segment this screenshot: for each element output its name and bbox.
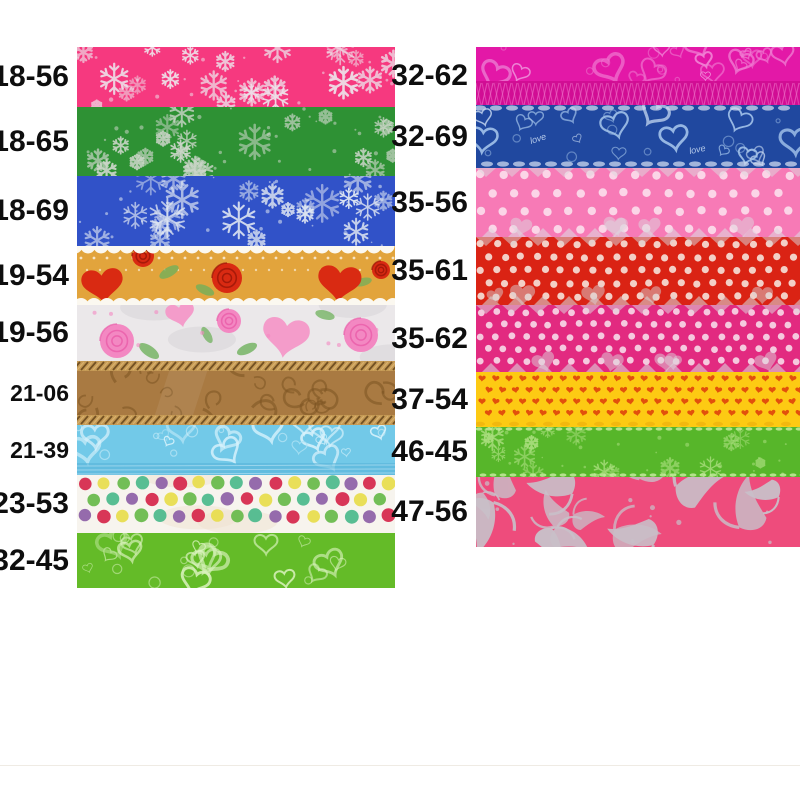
- svg-text:love: love: [529, 131, 548, 146]
- swatch-strip: [476, 47, 800, 105]
- page-divider-line: [0, 765, 800, 766]
- swatch-strip: [77, 305, 395, 361]
- swatch-strip: love love: [476, 105, 800, 168]
- swatch-row: 18-69: [0, 176, 395, 246]
- swatch-code-label: 32-69: [391, 119, 468, 153]
- swatch-strip: [476, 372, 800, 427]
- swatch-code-label: 19-56: [0, 316, 69, 349]
- swatch-pattern-svg: [77, 176, 395, 246]
- swatch-pattern-svg: [77, 533, 395, 588]
- swatch-pattern-svg: love love: [476, 105, 800, 168]
- swatch-strip: [77, 107, 395, 176]
- swatch-code-label: 35-56: [391, 185, 468, 219]
- swatch-code-label: 21-39: [10, 436, 69, 463]
- swatch-row: 21-39: [0, 425, 395, 475]
- swatch-strip: [77, 475, 395, 533]
- swatch-strip: [476, 305, 800, 372]
- swatch-row: 19-54: [0, 246, 395, 305]
- swatch-row: 35-62: [391, 305, 800, 372]
- swatch-row: 21-06: [0, 361, 395, 425]
- swatch-pattern-svg: [77, 47, 395, 107]
- swatch-strip: [77, 533, 395, 588]
- swatch-code-label: 19-54: [0, 258, 69, 292]
- swatch-pattern-svg: [476, 427, 800, 477]
- swatch-row: 32-69 love love: [391, 105, 800, 168]
- swatch-row: 47-56: [391, 477, 800, 547]
- swatch-strip: [77, 47, 395, 107]
- swatch-row: 32-62: [391, 47, 800, 105]
- svg-text:love: love: [688, 143, 706, 156]
- right-column: 32-62 32-69 love love 35-56 35-61 35-62 37-54 46…: [391, 47, 800, 547]
- swatch-strip: [77, 361, 395, 425]
- left-column: 18-56 18-65 18-69 19-54 19-56 21-06 21-39 23-53…: [0, 47, 395, 588]
- swatch-code-label: 21-06: [10, 379, 69, 406]
- swatch-strip: [476, 168, 800, 237]
- swatch-pattern-svg: [476, 237, 800, 305]
- swatch-code-label: 35-61: [391, 254, 468, 287]
- swatch-pattern-svg: [77, 425, 395, 475]
- swatch-pattern-svg: [77, 107, 395, 176]
- swatch-strip: [476, 477, 800, 547]
- swatch-strip: [77, 246, 395, 305]
- swatch-strip: [476, 237, 800, 305]
- swatch-code-label: 37-54: [391, 382, 468, 416]
- swatch-pattern-svg: [476, 47, 800, 105]
- swatch-row: 18-56: [0, 47, 395, 107]
- swatch-row: 46-45: [391, 427, 800, 477]
- swatch-pattern-svg: [476, 168, 800, 237]
- swatch-pattern-svg: [77, 305, 395, 361]
- swatch-row: 18-65: [0, 107, 395, 176]
- swatch-strip: [77, 176, 395, 246]
- swatch-pattern-svg: [77, 361, 395, 425]
- swatch-code-label: 23-53: [0, 487, 69, 520]
- swatch-row: 37-54: [391, 372, 800, 427]
- swatch-pattern-svg: [476, 372, 800, 427]
- swatch-pattern-svg: [77, 246, 395, 305]
- swatch-code-label: 18-56: [0, 60, 69, 93]
- swatch-pattern-svg: [476, 477, 800, 547]
- swatch-code-label: 47-56: [391, 495, 468, 528]
- swatch-row: 35-56: [391, 168, 800, 237]
- swatch-row: 35-61: [391, 237, 800, 305]
- swatch-code-label: 46-45: [391, 435, 468, 468]
- swatch-strip: [476, 427, 800, 477]
- swatch-code-label: 32-62: [391, 59, 468, 92]
- swatch-pattern-svg: [476, 305, 800, 372]
- swatch-strip: [77, 425, 395, 475]
- swatch-code-label: 18-65: [0, 124, 69, 158]
- swatch-code-label: 35-62: [391, 321, 468, 355]
- swatch-pattern-svg: [77, 475, 395, 533]
- swatch-code-label: 32-45: [0, 543, 69, 577]
- swatch-row: 23-53: [0, 475, 395, 533]
- swatch-code-label: 18-69: [0, 194, 69, 227]
- swatch-row: 19-56: [0, 305, 395, 361]
- swatch-row: 32-45: [0, 533, 395, 588]
